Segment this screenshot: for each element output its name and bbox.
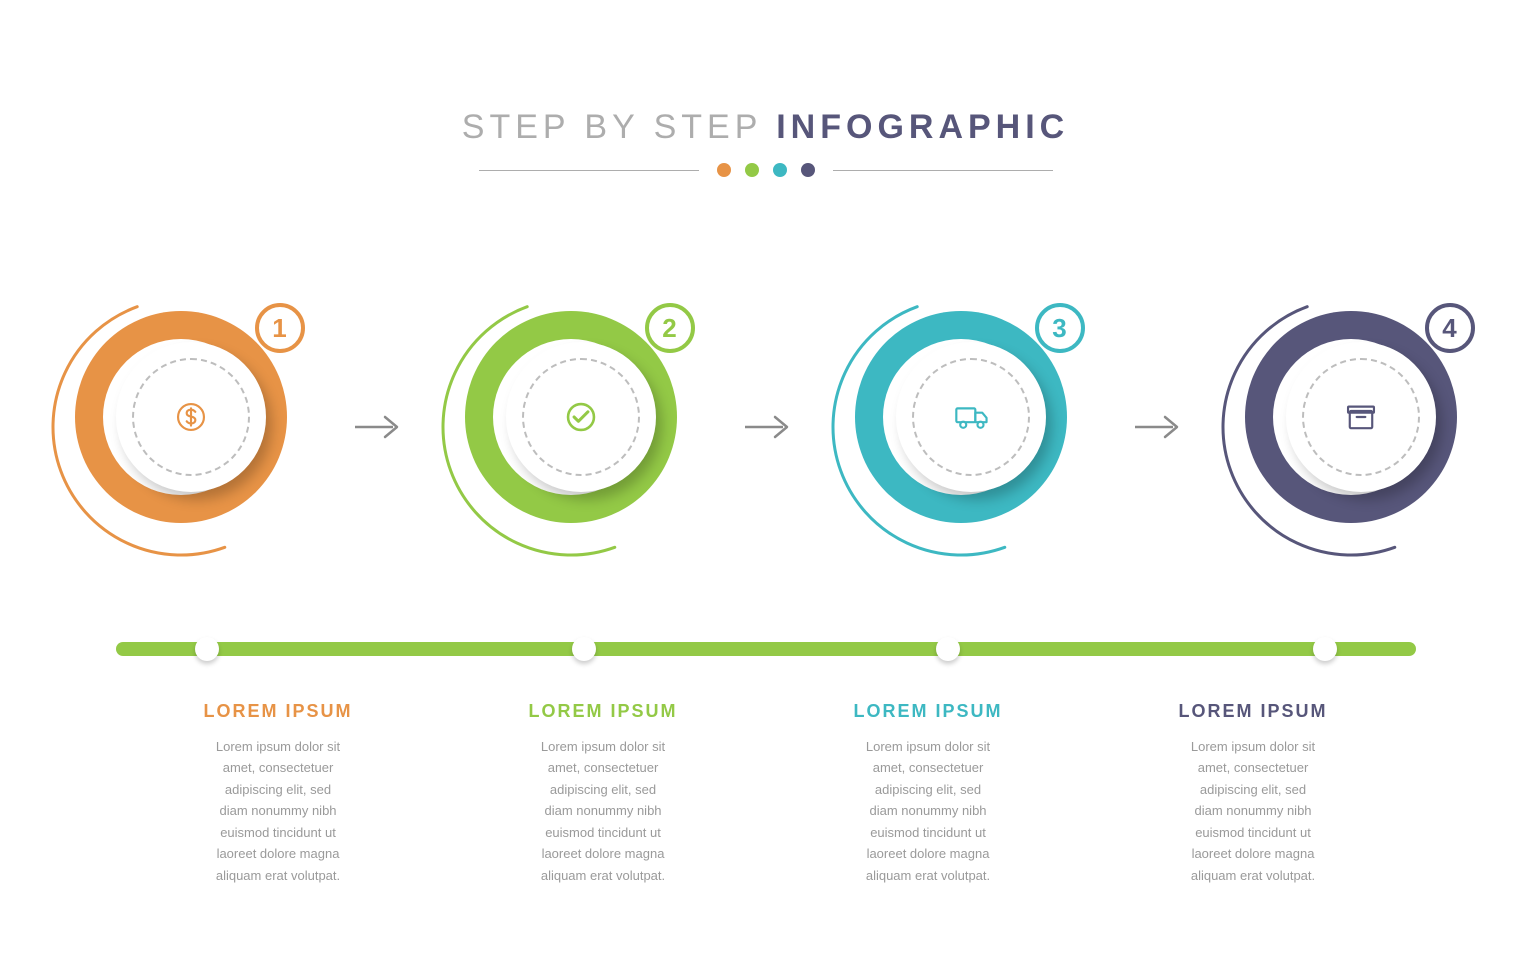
text-block: LOREM IPSUM Lorem ipsum dolor sit amet, c…	[116, 701, 441, 886]
block-body: Lorem ipsum dolor sit amet, consectetuer…	[146, 736, 411, 886]
box-icon	[1339, 395, 1383, 439]
block-heading: LOREM IPSUM	[1121, 701, 1386, 722]
inner-disc	[506, 342, 656, 492]
timeline-dot	[1313, 637, 1337, 661]
arrow-icon	[1131, 407, 1181, 447]
arrow-icon	[351, 407, 401, 447]
timeline-dot	[936, 637, 960, 661]
truck-icon	[949, 395, 993, 439]
header-line-right	[833, 170, 1053, 171]
timeline-dot	[195, 637, 219, 661]
text-block: LOREM IPSUM Lorem ipsum dolor sit amet, c…	[766, 701, 1091, 886]
block-heading: LOREM IPSUM	[796, 701, 1061, 722]
step-number-badge: 1	[255, 303, 305, 353]
timeline-dot	[572, 637, 596, 661]
check-icon	[559, 395, 603, 439]
page-title: STEP BY STEP INFOGRAPHIC	[462, 108, 1069, 147]
block-body: Lorem ipsum dolor sit amet, consectetuer…	[796, 736, 1061, 886]
block-heading: LOREM IPSUM	[146, 701, 411, 722]
text-block: LOREM IPSUM Lorem ipsum dolor sit amet, c…	[1091, 701, 1416, 886]
step-number-badge: 3	[1035, 303, 1085, 353]
header-dot	[773, 163, 787, 177]
timeline-bar	[116, 642, 1416, 656]
block-body: Lorem ipsum dolor sit amet, consectetuer…	[1121, 736, 1386, 886]
text-block: LOREM IPSUM Lorem ipsum dolor sit amet, c…	[441, 701, 766, 886]
header-dot	[745, 163, 759, 177]
timeline	[116, 637, 1416, 661]
step-number-badge: 4	[1425, 303, 1475, 353]
dollar-icon	[169, 395, 213, 439]
text-blocks: LOREM IPSUM Lorem ipsum dolor sit amet, c…	[116, 701, 1416, 886]
inner-disc	[896, 342, 1046, 492]
inner-disc	[1286, 342, 1436, 492]
header-line-left	[479, 170, 699, 171]
step-3: 3	[831, 297, 1091, 557]
step-1: 1	[51, 297, 311, 557]
header-dot	[801, 163, 815, 177]
step-number-badge: 2	[645, 303, 695, 353]
arrow-icon	[741, 407, 791, 447]
step-2: 2	[441, 297, 701, 557]
steps-row: 1 2 3 4	[51, 297, 1481, 557]
header-dot	[717, 163, 731, 177]
inner-disc	[116, 342, 266, 492]
block-heading: LOREM IPSUM	[471, 701, 736, 722]
header-dots	[717, 163, 815, 177]
block-body: Lorem ipsum dolor sit amet, consectetuer…	[471, 736, 736, 886]
header: STEP BY STEP INFOGRAPHIC	[462, 108, 1069, 177]
step-4: 4	[1221, 297, 1481, 557]
title-suffix: INFOGRAPHIC	[776, 108, 1069, 146]
header-underline	[479, 163, 1053, 177]
title-prefix: STEP BY STEP	[462, 108, 776, 146]
